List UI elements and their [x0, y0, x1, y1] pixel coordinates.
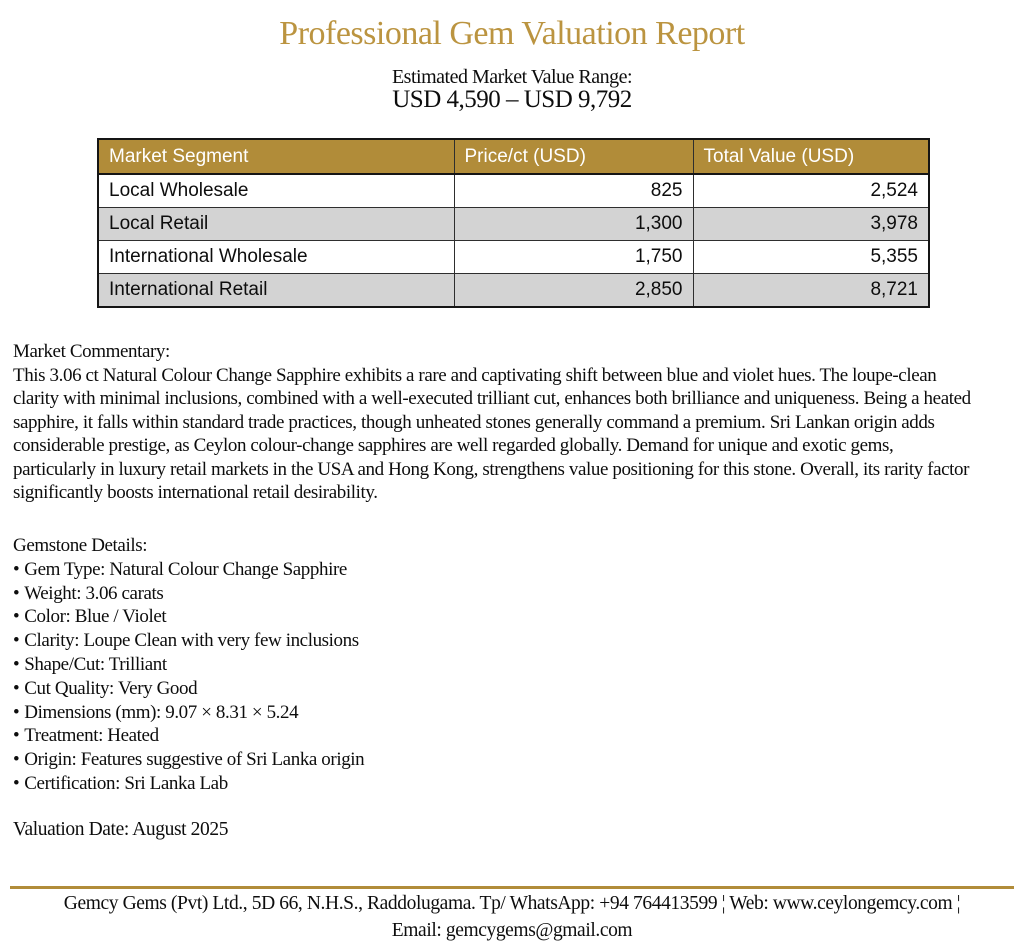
list-item: • Cut Quality: Very Good — [13, 677, 971, 701]
list-item: • Clarity: Loupe Clean with very few incl… — [13, 629, 971, 653]
bullet-icon: • — [13, 772, 20, 794]
table-row: International Wholesale 1,750 5,355 — [97, 240, 930, 274]
market-value-range-label: Estimated Market Value Range: — [391, 66, 633, 88]
list-item: • Treatment: Heated — [13, 724, 971, 748]
bullet-icon: • — [13, 630, 20, 652]
bullet-icon: • — [13, 701, 20, 723]
list-item: • Weight: 3.06 carats — [13, 582, 971, 606]
column-header-total-value: Total Value (USD) — [692, 138, 930, 175]
market-commentary-text: This 3.06 ct Natural Colour Change Sapph… — [13, 364, 971, 504]
market-commentary-heading: Market Commentary: — [13, 341, 170, 362]
market-segment-table: Market Segment Price/ct (USD) Total Valu… — [97, 138, 930, 308]
total-value-cell: 2,524 — [692, 173, 930, 208]
list-item: • Gem Type: Natural Colour Change Sapphir… — [13, 558, 971, 582]
bullet-icon: • — [13, 677, 20, 699]
column-header-price-per-ct: Price/ct (USD) — [453, 138, 694, 175]
detail-text: Certification: Sri Lanka Lab — [24, 772, 228, 794]
valuation-date: Valuation Date: August 2025 — [13, 819, 229, 840]
price-per-ct-cell: 2,850 — [453, 273, 694, 308]
price-per-ct-cell: 1,750 — [453, 240, 694, 274]
detail-text: Cut Quality: Very Good — [24, 677, 198, 699]
segment-name-cell: International Wholesale — [97, 240, 455, 274]
segment-name-cell: International Retail — [97, 273, 455, 308]
total-value-cell: 5,355 — [692, 240, 930, 274]
total-value-cell: 8,721 — [692, 273, 930, 308]
detail-text: Color: Blue / Violet — [24, 606, 167, 628]
segment-name-cell: Local Wholesale — [97, 173, 455, 208]
total-value-cell: 3,978 — [692, 207, 930, 241]
bullet-icon: • — [13, 558, 20, 580]
detail-text: Origin: Features suggestive of Sri Lanka… — [24, 749, 365, 771]
gemstone-details-section: Gemstone Details: • Gem Type: Natural Col… — [13, 534, 971, 796]
bullet-icon: • — [13, 653, 20, 675]
bullet-icon: • — [13, 725, 20, 747]
detail-text: Weight: 3.06 carats — [24, 582, 164, 604]
footer-contact-line1: Gemcy Gems (Pvt) Ltd., 5D 66, N.H.S., Ra… — [63, 893, 961, 914]
detail-text: Clarity: Loupe Clean with very few inclu… — [24, 630, 359, 652]
bullet-icon: • — [13, 582, 20, 604]
list-item: • Shape/Cut: Trilliant — [13, 653, 971, 677]
table-header-row: Market Segment Price/ct (USD) Total Valu… — [97, 138, 930, 175]
detail-text: Dimensions (mm): 9.07 × 8.31 × 5.24 — [24, 701, 299, 723]
detail-text: Gem Type: Natural Colour Change Sapphire — [24, 558, 347, 580]
list-item: • Dimensions (mm): 9.07 × 8.31 × 5.24 — [13, 701, 971, 725]
footer-divider — [10, 886, 1014, 889]
footer-contact-line2: Email: gemcygems@gmail.com — [391, 920, 633, 941]
gemstone-details-heading: Gemstone Details: — [13, 535, 148, 556]
table-row: Local Retail 1,300 3,978 — [97, 207, 930, 241]
column-header-market-segment: Market Segment — [97, 138, 455, 175]
list-item: • Color: Blue / Violet — [13, 605, 971, 629]
price-per-ct-cell: 1,300 — [453, 207, 694, 241]
market-value-range: USD 4,590 – USD 9,792 — [392, 86, 632, 113]
segment-name-cell: Local Retail — [97, 207, 455, 241]
page-title: Professional Gem Valuation Report — [279, 15, 745, 52]
bullet-icon: • — [13, 606, 20, 628]
price-per-ct-cell: 825 — [453, 173, 694, 208]
market-commentary-section: Market Commentary: This 3.06 ct Natural … — [13, 340, 971, 505]
table-row: Local Wholesale 825 2,524 — [97, 173, 930, 208]
list-item: • Certification: Sri Lanka Lab — [13, 772, 971, 796]
gemstone-details-list: • Gem Type: Natural Colour Change Sapphir… — [13, 558, 971, 796]
detail-text: Treatment: Heated — [24, 725, 159, 747]
bullet-icon: • — [13, 749, 20, 771]
detail-text: Shape/Cut: Trilliant — [24, 653, 167, 675]
footer: Gemcy Gems (Pvt) Ltd., 5D 66, N.H.S., Ra… — [10, 886, 1014, 943]
table-row: International Retail 2,850 8,721 — [97, 273, 930, 308]
list-item: • Origin: Features suggestive of Sri Lank… — [13, 748, 971, 772]
